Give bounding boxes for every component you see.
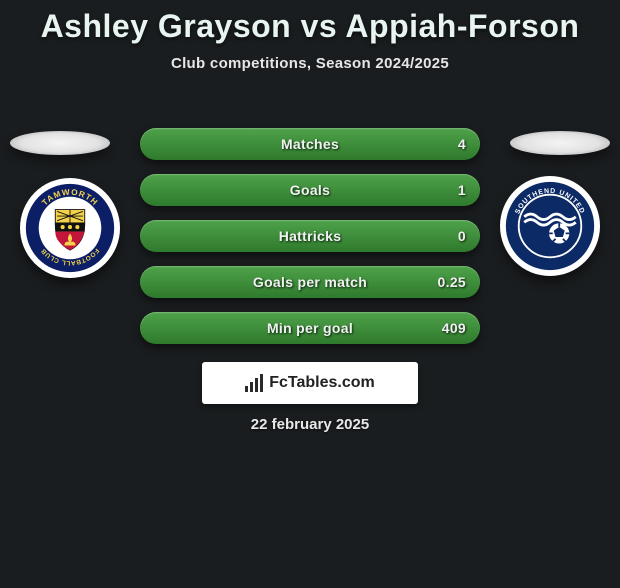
brand-text: FcTables.com [269, 374, 375, 392]
crest-right-svg: SOUTHEND UNITED [504, 180, 596, 272]
stat-row-hattricks: Hattricks 0 [140, 220, 480, 252]
platform-right [510, 131, 610, 155]
vs-label: vs [301, 8, 338, 44]
stat-row-goals: Goals 1 [140, 174, 480, 206]
club-crest-right: SOUTHEND UNITED [500, 176, 600, 276]
brand-bars-icon [245, 374, 263, 392]
footer-date: 22 february 2025 [0, 416, 620, 433]
stat-row-matches: Matches 4 [140, 128, 480, 160]
page-root: Ashley Grayson vs Appiah-Forson Club com… [0, 8, 620, 588]
stat-label: Goals [140, 174, 480, 206]
stat-label: Hattricks [140, 220, 480, 252]
player2-name: Appiah-Forson [345, 8, 579, 44]
stat-label: Goals per match [140, 266, 480, 298]
stat-label: Matches [140, 128, 480, 160]
stat-right-value: 4 [458, 128, 466, 160]
stat-right-value: 0 [458, 220, 466, 252]
platform-left [10, 131, 110, 155]
brand-box: FcTables.com [202, 362, 418, 404]
stats-container: Matches 4 Goals 1 Hattricks 0 Goals per … [140, 128, 480, 358]
club-crest-left: TAMWORTH FOOTBALL CLUB [20, 178, 120, 278]
player1-name: Ashley Grayson [41, 8, 292, 44]
stat-right-value: 1 [458, 174, 466, 206]
subtitle: Club competitions, Season 2024/2025 [0, 55, 620, 72]
page-title: Ashley Grayson vs Appiah-Forson [0, 8, 620, 45]
stat-row-gpm: Goals per match 0.25 [140, 266, 480, 298]
stat-right-value: 409 [442, 312, 466, 344]
crest-left-svg: TAMWORTH FOOTBALL CLUB [24, 182, 116, 274]
stat-row-mpg: Min per goal 409 [140, 312, 480, 344]
stat-label: Min per goal [140, 312, 480, 344]
stat-right-value: 0.25 [438, 266, 466, 298]
